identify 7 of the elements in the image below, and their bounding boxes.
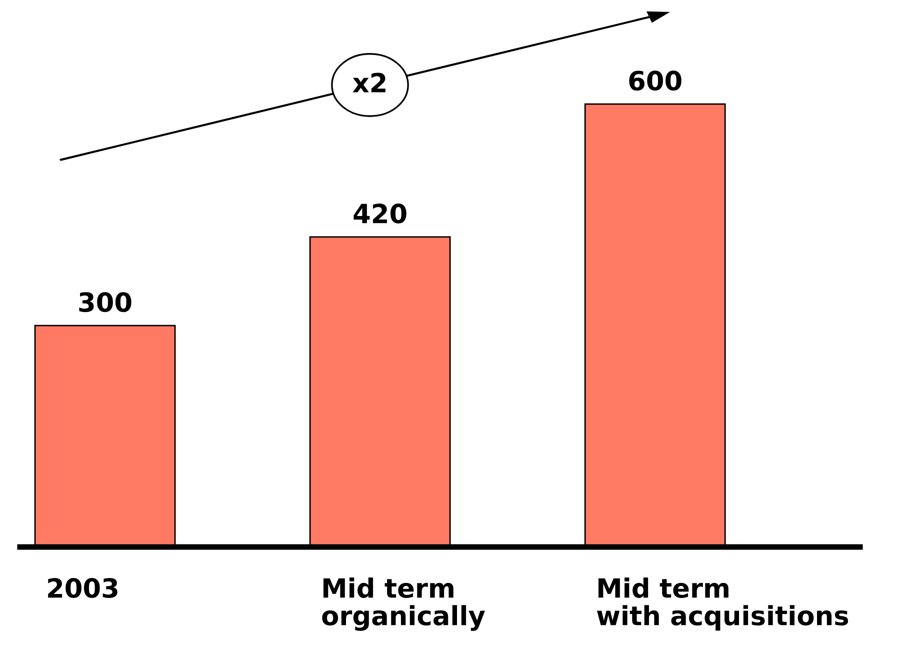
x-tick-label: Mid term with acquisitions <box>597 578 848 631</box>
x-tick-label: 2003 <box>48 578 118 598</box>
data-label: 420 <box>354 204 406 224</box>
text: x2 <box>352 72 386 92</box>
data-label: 600 <box>629 70 682 91</box>
data-label: 300 <box>79 292 132 312</box>
x-tick-label: Mid term organically <box>322 578 485 631</box>
